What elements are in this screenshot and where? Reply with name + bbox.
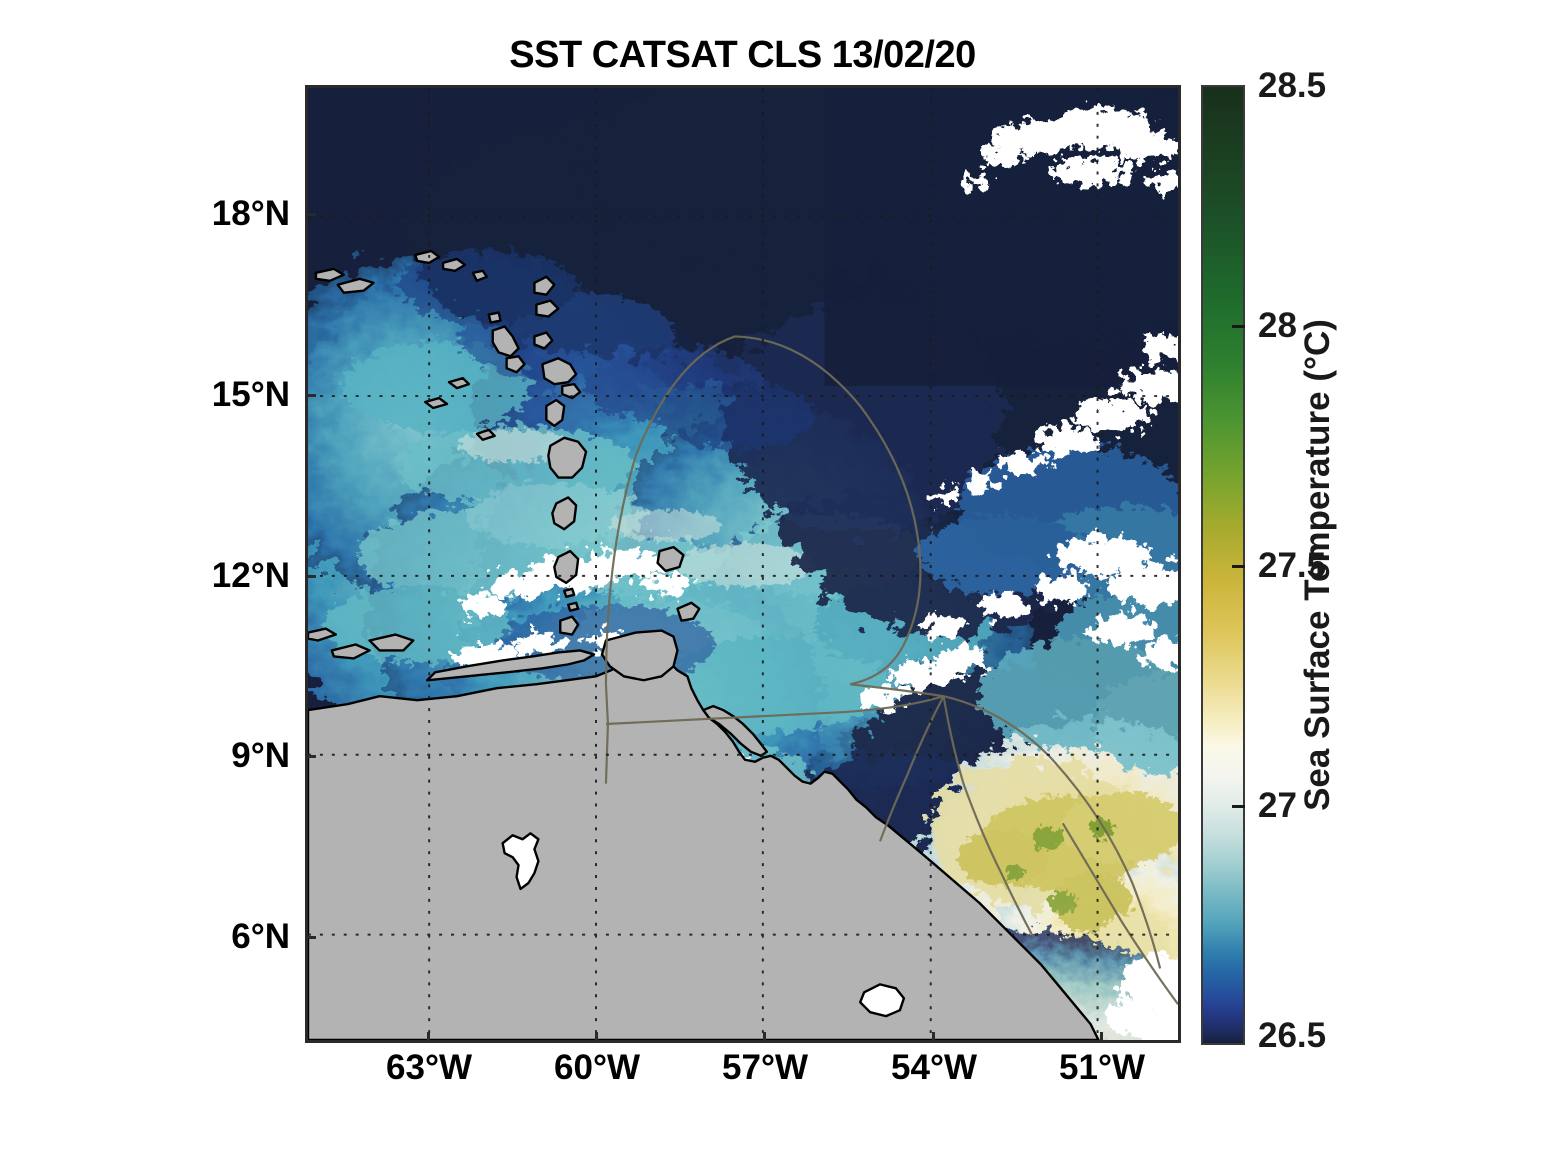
colorbar-axis-label: Sea Surface Temperature (°C) [1298,319,1337,811]
los-roques [424,396,449,410]
st-barthelemy [471,269,488,282]
sst-map-axes[interactable] [305,85,1181,1043]
cb-tick-mark-27p5 [1232,565,1245,568]
land-polygons [308,249,1100,1040]
sst-field [308,88,1178,1040]
marie-galante [561,382,582,400]
anguilla [414,249,441,265]
cb-tick-label-27p5: 27.5 [1258,546,1327,585]
ytick-label-15n: 15°N [211,375,290,414]
brokopondo-reservoir [858,983,906,1018]
xtick-mark-51w [1100,1032,1103,1043]
xtick-label-54w: 54°W [891,1048,977,1087]
trinidad-island [600,629,679,682]
saint-lucia [551,496,578,531]
ytick-mark-18n [305,213,316,216]
ytick-label-18n: 18°N [211,194,290,233]
xtick-label-63w: 63°W [386,1048,472,1087]
virgin-islands [336,277,375,294]
xtick-mark-57w [763,1032,766,1043]
xtick-label-51w: 51°W [1059,1048,1145,1087]
montserrat [533,331,554,350]
aves-island [447,376,471,390]
ytick-mark-15n [305,394,316,397]
grenada [559,615,580,636]
map-gridlines [308,88,1178,1040]
barbuda [533,275,556,296]
st-martin [441,257,467,273]
xtick-mark-63w [427,1032,430,1043]
cb-tick-mark-28 [1232,325,1245,328]
martinique [547,436,588,479]
virgin-islands-2 [314,267,345,282]
cb-tick-label-26p5: 26.5 [1258,1016,1327,1055]
xtick-mark-54w [932,1032,935,1043]
paria-peninsula [425,649,596,682]
ytick-mark-6n [305,936,316,939]
cb-tick-mark-27 [1232,805,1245,808]
cb-tick-label-28: 28 [1258,306,1297,345]
margarita-island [368,633,415,652]
tortuga-island [330,643,371,660]
guadeloupe [541,357,578,386]
tobago-island [676,601,701,622]
ytick-label-12n: 12°N [211,556,290,595]
cb-tick-label-27: 27 [1258,786,1297,825]
xtick-mark-60w [595,1032,598,1043]
grenadines [563,587,576,598]
bonaire-island [308,627,337,642]
saba [487,311,502,324]
st-kitts [491,325,520,358]
page-title: SST CATSAT CLS 13/02/20 [509,34,976,76]
ytick-label-6n: 6°N [231,917,290,956]
xtick-label-57w: 57°W [722,1048,808,1087]
ytick-mark-12n [305,575,316,578]
la-blanquilla [475,428,496,441]
inland-water [501,832,540,891]
grenadines-2 [567,601,580,612]
antigua [535,299,560,318]
cb-tick-label-28p5: 28.5 [1258,66,1327,105]
sst-map-svg [308,88,1178,1040]
dominica [545,398,566,428]
barbados [656,545,685,573]
eez-boundaries [604,335,1178,1005]
ytick-mark-9n [305,755,316,758]
map-raster-clip [308,88,1178,1040]
cloud-mask [451,107,1178,1040]
nevis [505,355,526,374]
ytick-label-9n: 9°N [231,736,290,775]
xtick-label-60w: 60°W [554,1048,640,1087]
